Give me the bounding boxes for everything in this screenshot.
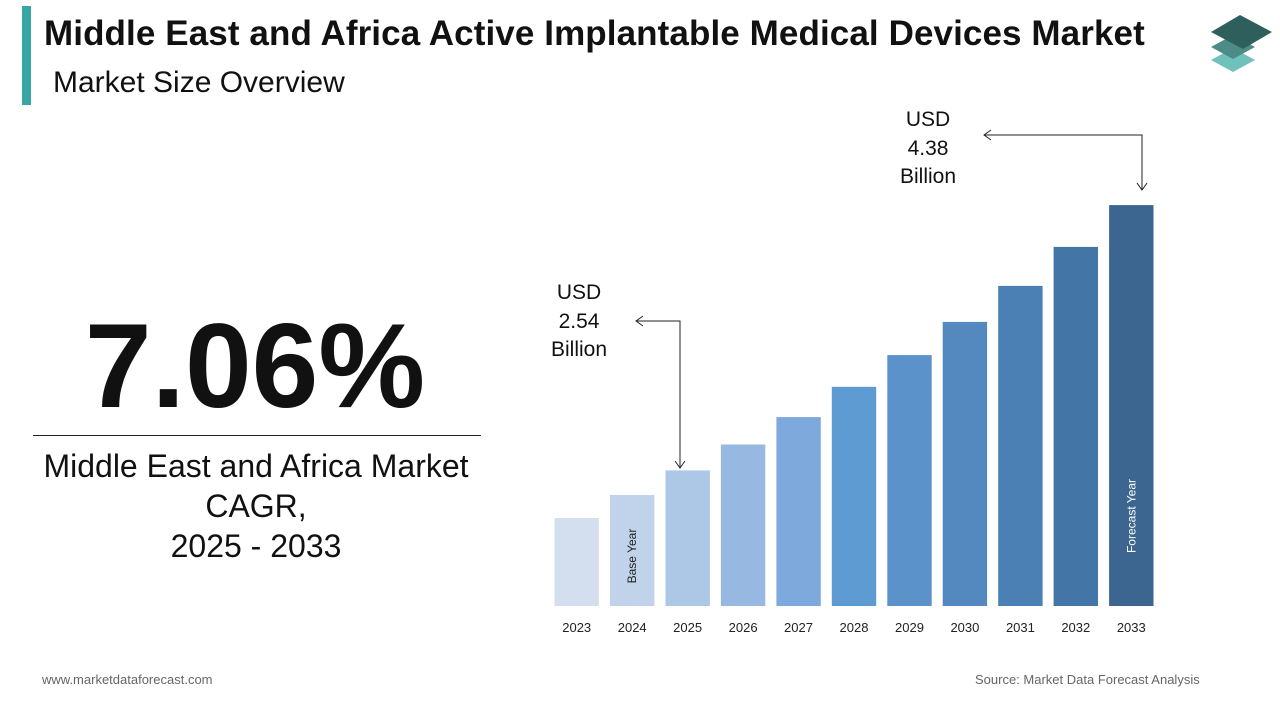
callout-start-line3: Billion bbox=[551, 338, 607, 361]
cagr-label-line3: 2025 - 2033 bbox=[170, 528, 342, 564]
bar-2024 bbox=[610, 495, 655, 606]
x-tick-label-2029: 2029 bbox=[895, 620, 924, 635]
x-tick-label-2023: 2023 bbox=[562, 620, 591, 635]
bar-label-2033: Forecast Year bbox=[1124, 479, 1138, 553]
bar-2031 bbox=[998, 285, 1043, 606]
cagr-divider bbox=[33, 435, 481, 436]
bar-2030 bbox=[942, 321, 988, 606]
bar-2023 bbox=[554, 518, 599, 606]
callout-end: USD 4.38 Billion bbox=[900, 108, 1148, 191]
x-tick-label-2031: 2031 bbox=[1006, 620, 1035, 635]
page-subtitle: Market Size Overview bbox=[53, 66, 345, 99]
callout-end-line1: USD bbox=[906, 108, 950, 131]
callout-start-line1: USD bbox=[557, 281, 601, 304]
callout-end-arrowhead-down bbox=[1136, 182, 1148, 191]
x-tick-label-2027: 2027 bbox=[784, 620, 813, 635]
cagr-label-line1: Middle East and Africa Market bbox=[43, 448, 469, 484]
callout-end-line2: 4.38 bbox=[908, 137, 949, 160]
callout-start: USD 2.54 Billion bbox=[551, 281, 686, 469]
title-accent-bar bbox=[22, 6, 31, 105]
bar-2032 bbox=[1053, 246, 1098, 606]
callout-end-arrow bbox=[984, 134, 1143, 190]
callout-start-line2: 2.54 bbox=[559, 310, 600, 333]
cagr-label: Middle East and Africa Market CAGR, 2025… bbox=[30, 446, 482, 566]
x-axis-tick-labels: 2023 2024 2025 2026 2027 2028 2029 2030 2031 2032… bbox=[562, 620, 1146, 635]
bar-2026 bbox=[720, 444, 766, 606]
bar-2028 bbox=[831, 386, 877, 606]
x-tick-label-2024: 2024 bbox=[618, 620, 647, 635]
bar-2029 bbox=[887, 355, 932, 606]
bar-inner-labels: Base Year Forecast Year bbox=[625, 479, 1138, 583]
footer-source: Source: Market Data Forecast Analysis bbox=[975, 672, 1200, 687]
callout-start-arrow bbox=[636, 320, 681, 468]
stacked-layers-logo-icon bbox=[1211, 15, 1272, 72]
cagr-label-line2: CAGR, bbox=[205, 488, 307, 524]
x-tick-label-2033: 2033 bbox=[1117, 620, 1146, 635]
x-tick-label-2025: 2025 bbox=[673, 620, 702, 635]
bar-label-2024: Base Year bbox=[625, 529, 639, 584]
bar-2027 bbox=[776, 417, 821, 606]
x-tick-label-2030: 2030 bbox=[950, 620, 979, 635]
page-title: Middle East and Africa Active Implantabl… bbox=[44, 14, 1145, 53]
x-tick-label-2026: 2026 bbox=[729, 620, 758, 635]
footer-website: www.marketdataforecast.com bbox=[42, 672, 213, 687]
callout-start-arrowhead-down bbox=[674, 460, 686, 469]
bar-2025 bbox=[665, 470, 710, 606]
x-tick-label-2028: 2028 bbox=[840, 620, 869, 635]
bar-group bbox=[554, 205, 1154, 606]
logo-layer-bottom bbox=[1211, 48, 1255, 72]
cagr-value: 7.06% bbox=[84, 299, 426, 433]
bar-2033 bbox=[1109, 205, 1154, 606]
logo-layer-top bbox=[1211, 15, 1272, 49]
callout-end-arrowhead-left bbox=[983, 129, 992, 141]
x-tick-label-2032: 2032 bbox=[1061, 620, 1090, 635]
callout-start-arrowhead-left bbox=[635, 315, 644, 327]
callout-end-line3: Billion bbox=[900, 165, 956, 188]
